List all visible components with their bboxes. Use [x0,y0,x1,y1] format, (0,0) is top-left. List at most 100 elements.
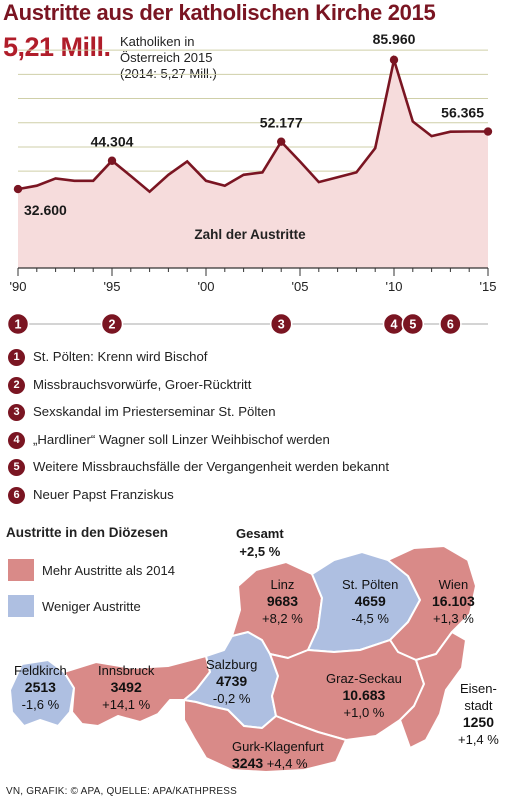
data-point [107,156,117,165]
region-feldkirch [9,659,75,727]
event-number: 5 [8,459,25,477]
series-line [17,54,488,194]
chart-title: Austritte aus der katholischen Kirche 20… [3,0,436,25]
x-tick-label: '05 [292,279,309,294]
region-change: +1,0 % [343,705,385,720]
region-name: Wien [438,577,469,592]
total-change: Gesamt +2,5 % [236,525,284,561]
region-value: 16.103 [432,593,475,609]
legend-swatch-more [8,559,34,581]
x-axis: '90 '95 '00 '05 '10 '15 [10,267,497,294]
region-value: 9683 [266,593,298,609]
region-name-2: stadt [464,698,493,713]
region-change: -0,2 % [212,691,251,706]
region-name: Innsbruck [98,663,155,678]
region-value: 4739 [216,673,248,689]
region-name: Linz [270,577,295,592]
event-number: 3 [8,404,25,422]
event-marker-label: 6 [447,318,454,332]
event-number: 6 [8,486,25,504]
x-tick-label: '15 [480,279,497,294]
data-label: 44.304 [91,134,134,150]
dioceses-title: Austritte in den Diözesen [6,525,169,540]
data-label: 52.177 [260,115,303,131]
subtitle-line: (2014: 5,27 Mill.) [120,66,217,81]
data-label: 56.365 [441,105,484,121]
legend-swatch-less [8,595,34,617]
region-change: +1,3 % [432,611,474,626]
event-marker [439,312,462,336]
region-change: +4,4 % [266,756,308,771]
region-label-feldkirch: Feldkirch 2513 -1,6 % [14,662,67,713]
region-change: +1,4 % [458,732,499,747]
legend-label-less: Weniger Austritte [42,598,141,614]
total-label: Gesamt [236,526,284,541]
event-marker-label: 2 [109,318,116,332]
event-marker [269,312,293,336]
subtitle-line: Katholiken in [120,34,195,49]
event-item-3: 3 Sexskandal im Priesterseminar St. Pölte… [8,404,389,432]
region-change: -4,5 % [351,611,389,626]
region-label-eisenstadt: Eisen- stadt 1250 +1,4 % [458,680,499,748]
event-marker-label: 3 [278,318,285,332]
region-change: -1,6 % [21,697,60,712]
legend: Mehr Austritte als 2014 Weniger Austritt… [8,557,175,619]
region-value: 2513 [24,679,56,695]
event-item-5: 5 Weitere Missbrauchsfälle der Vergangenh… [8,459,389,487]
catholics-subtitle: Katholiken in Österreich 2015 (2014: 5,2… [120,34,217,82]
event-text: Neuer Papst Franziskus [33,486,174,502]
region-name: Feldkirch [14,663,67,678]
event-number: 2 [8,376,25,394]
data-point [483,127,493,136]
region-label-salzburg: Salzburg 4739 -0,2 % [206,656,257,707]
region-innsbruck [63,655,211,727]
data-point [13,184,23,194]
x-tick-label: '90 [10,279,27,294]
area-fill [18,59,488,269]
event-text: Weitere Missbrauchsfälle der Vergangenhe… [33,459,390,474]
subtitle-line: Österreich 2015 [120,50,213,65]
event-item-2: 2 Missbrauchsvorwürfe, Groer-Rücktritt [8,377,389,405]
event-number: 1 [8,349,25,367]
event-marker-label: 5 [409,318,416,332]
region-label-graz-seckau: Graz-Seckau 10.683 +1,0 % [326,670,402,721]
region-label-linz: Linz 9683 +8,2 % [262,576,303,627]
event-text: St. Pölten: Krenn wird Bischof [33,349,208,364]
event-marker-label: 4 [391,318,398,332]
region-change: +8,2 % [262,611,303,626]
region-value: 3243 [232,755,264,771]
region-name: Salzburg [206,657,258,672]
point-markers: 32.600 44.304 52.177 85.960 56.365 [13,31,493,218]
legend-item-less: Weniger Austritte [8,593,175,619]
region-value: 4659 [354,593,386,609]
source-note: VN, GRAFIK: © APA, QUELLE: APA/KATHPRESS [6,786,237,797]
event-text: Sexskandal im Priesterseminar St. Pölten [33,404,276,419]
event-item-6: 6 Neuer Papst Franziskus [8,487,389,515]
region-name: Graz-Seckau [326,671,402,686]
event-item-4: 4 „Hardliner“ Wagner soll Linzer Weihbisc… [8,432,389,460]
event-marker-label: 1 [15,318,22,332]
total-value: +2,5 % [239,544,281,559]
x-tick-label: '00 [198,279,215,294]
event-item-1: 1 St. Pölten: Krenn wird Bischof [8,349,389,377]
region-name: St. Pölten [342,577,399,592]
event-number: 4 [8,431,25,449]
events-list: 1 St. Pölten: Krenn wird Bischof 2 Missbra… [8,349,389,514]
x-tick-label: '10 [386,279,403,294]
legend-label-more: Mehr Austritte als 2014 [42,562,175,578]
region-change: +14,1 % [102,697,151,712]
region-eisenstadt [399,631,467,749]
region-label-innsbruck: Innsbruck 3492 +14,1 % [98,662,154,713]
region-value: 1250 [462,714,494,730]
region-label-wien: Wien 16.103 +1,3 % [432,576,475,627]
austritte-area-chart: Zahl der Austritte '90'95'00'05'10'15 32… [6,31,497,336]
event-text: Missbrauchsvorwürfe, Groer-Rücktritt [33,376,252,392]
area-label: Zahl der Austritte [194,227,306,242]
data-label: 85.960 [373,31,416,47]
region-name: Eisen- [459,681,497,696]
region-label-gurk-klagenfurt: Gurk-Klagenfurt 3243 +4,4 % [232,738,324,772]
data-label: 32.600 [24,202,67,218]
event-marker [100,312,124,336]
data-point [389,55,399,65]
